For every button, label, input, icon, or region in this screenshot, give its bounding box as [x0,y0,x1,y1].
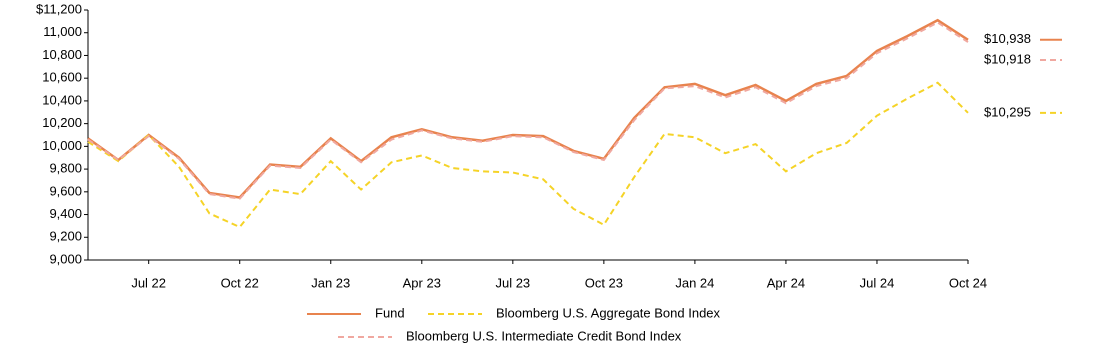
y-tick-label: 11,000 [43,24,82,39]
y-tick-label: 9,200 [49,229,82,244]
end-label: $10,938 [984,31,1031,46]
y-tick-label: $11,200 [36,1,82,16]
x-tick-label: Jul 22 [131,275,166,290]
x-tick-label: Jan 23 [311,275,350,290]
x-tick-label: Jan 24 [675,275,714,290]
y-tick-label: 10,400 [42,92,82,107]
y-tick-label: 9,000 [49,251,82,266]
y-tick-label: 10,800 [42,47,82,62]
end-label: $10,295 [984,104,1031,119]
legend-label: Bloomberg U.S. Aggregate Bond Index [496,305,721,320]
y-tick-label: 10,000 [42,138,82,153]
legend-label: Fund [375,305,405,320]
y-tick-label: 10,600 [42,70,82,85]
y-tick-label: 9,400 [49,206,82,221]
y-tick-label: 10,200 [42,115,82,130]
series-line [87,18,969,199]
x-tick-label: Jul 23 [495,275,530,290]
series-line [87,81,969,229]
x-tick-label: Apr 24 [767,275,805,290]
x-tick-label: Jul 24 [860,275,895,290]
y-tick-label: 9,600 [49,183,82,198]
series-line [87,21,969,200]
legend-label: Bloomberg U.S. Intermediate Credit Bond … [406,328,682,343]
end-label: $10,918 [984,51,1031,66]
x-tick-label: Oct 22 [221,275,259,290]
y-tick-label: 9,800 [49,161,82,176]
x-tick-label: Apr 23 [403,275,441,290]
x-tick-label: Oct 24 [949,275,987,290]
x-tick-label: Oct 23 [585,275,623,290]
